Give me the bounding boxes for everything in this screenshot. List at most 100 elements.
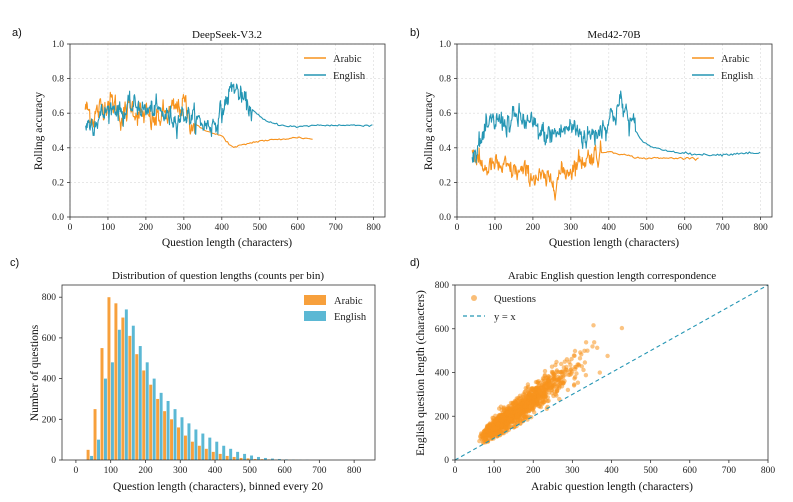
scatter-point <box>572 376 577 381</box>
scatter-point <box>499 422 505 427</box>
scatter-point <box>485 428 491 434</box>
y-tick-label: 0.6 <box>52 109 64 119</box>
x-tick-label: 800 <box>366 223 381 233</box>
x-tick-label: 500 <box>253 223 268 233</box>
x-tick-label: 400 <box>208 466 223 476</box>
bar-arabic <box>135 354 139 460</box>
y-tick-label: 0.6 <box>439 109 451 119</box>
bar-english <box>103 378 107 460</box>
bar-arabic <box>239 457 243 460</box>
panel-a-ylabel: Rolling accuracy <box>33 92 45 170</box>
x-tick-label: 600 <box>291 223 306 233</box>
scatter-point <box>548 385 553 390</box>
legend-english-label: English <box>334 312 367 323</box>
x-tick-label: 800 <box>761 466 776 476</box>
scatter-point <box>549 364 555 369</box>
scatter-point <box>554 359 559 365</box>
scatter-point <box>509 410 514 415</box>
panel-c-xlabel: Question length (characters), binned eve… <box>113 481 323 493</box>
bar-arabic <box>163 411 167 460</box>
x-tick-label: 100 <box>104 466 119 476</box>
scatter-point <box>507 417 513 422</box>
panel-b-letter: b) <box>410 27 420 39</box>
scatter-point <box>546 398 551 403</box>
scatter-point <box>551 371 556 376</box>
bar-english <box>110 362 114 460</box>
scatter-point <box>595 345 600 350</box>
x-tick-label: 100 <box>101 223 116 233</box>
scatter-point <box>590 344 595 349</box>
scatter-point <box>569 356 574 362</box>
x-tick-label: 200 <box>526 466 541 476</box>
scatter-point <box>499 419 505 424</box>
scatter-point <box>524 410 529 415</box>
y-tick-label: 0.8 <box>439 75 451 85</box>
x-tick-label: 700 <box>722 466 737 476</box>
bar-arabic <box>183 435 187 460</box>
bar-arabic <box>232 456 236 460</box>
bar-english <box>243 453 247 460</box>
series-line-english <box>85 81 373 140</box>
scatter-point <box>513 409 518 414</box>
scatter-point <box>582 348 587 353</box>
panel-d-xlabel: Arabic question length (characters) <box>531 481 693 493</box>
panel-a-title: DeepSeek-V3.2 <box>192 29 262 41</box>
bar-arabic <box>253 458 257 460</box>
scatter-point <box>565 387 571 393</box>
bar-english <box>250 455 254 460</box>
panel-a-xlabel: Question length (characters) <box>162 237 292 249</box>
bar-arabic <box>93 409 97 460</box>
scatter-point <box>577 356 583 361</box>
x-tick-label: 400 <box>215 223 230 233</box>
legend-arabic-label: Arabic <box>333 54 362 65</box>
scatter-point <box>537 380 543 386</box>
x-tick-label: 300 <box>565 466 580 476</box>
x-tick-label: 0 <box>455 223 460 233</box>
bar-english <box>270 458 274 460</box>
panel-b-plot: 0 100 200 300 400 500 600 700 800 0.0 0.2 0.4 0.6 0.8… <box>439 40 773 233</box>
scatter-point <box>529 387 534 392</box>
scatter-point <box>574 371 579 376</box>
bar-arabic <box>197 445 201 460</box>
scatter-point <box>479 433 485 438</box>
bar-arabic <box>204 448 208 460</box>
scatter-point <box>572 353 577 358</box>
scatter-point <box>545 378 551 383</box>
bar-arabic <box>225 455 229 460</box>
x-tick-label: 400 <box>604 466 619 476</box>
x-tick-label: 200 <box>138 466 153 476</box>
scatter-point <box>520 417 525 422</box>
scatter-point <box>518 421 523 426</box>
y-tick-label: 0.2 <box>439 178 451 188</box>
scatter-point <box>515 404 520 409</box>
x-tick-label: 700 <box>329 223 344 233</box>
scatter-point <box>560 381 566 386</box>
scatter-point <box>534 385 539 391</box>
scatter-point <box>533 379 539 385</box>
scatter-point <box>510 405 515 411</box>
x-tick-label: 200 <box>139 223 154 233</box>
scatter-point <box>536 390 541 395</box>
y-tick-label: 0 <box>444 456 449 466</box>
scatter-point <box>525 414 530 420</box>
scatter-point <box>508 413 513 418</box>
bar-arabic <box>170 419 174 460</box>
scatter-point <box>568 372 573 377</box>
scatter-point <box>535 401 540 406</box>
bar-arabic <box>121 317 125 460</box>
series-line-arabic <box>471 140 699 201</box>
scatter-point <box>560 369 566 374</box>
legend-arabic-swatch <box>304 295 326 305</box>
x-tick-label: 300 <box>564 223 579 233</box>
y-tick-label: 600 <box>435 325 450 335</box>
legend-english-swatch <box>304 311 326 321</box>
series-line-arabic <box>84 91 313 148</box>
legend-english-label: English <box>721 71 754 82</box>
scatter-point <box>517 400 522 406</box>
scatter-point <box>568 362 573 367</box>
scatter-point <box>551 376 557 381</box>
bar-arabic <box>246 458 250 460</box>
y-tick-label: 400 <box>435 369 450 379</box>
bar-arabic <box>156 398 160 460</box>
